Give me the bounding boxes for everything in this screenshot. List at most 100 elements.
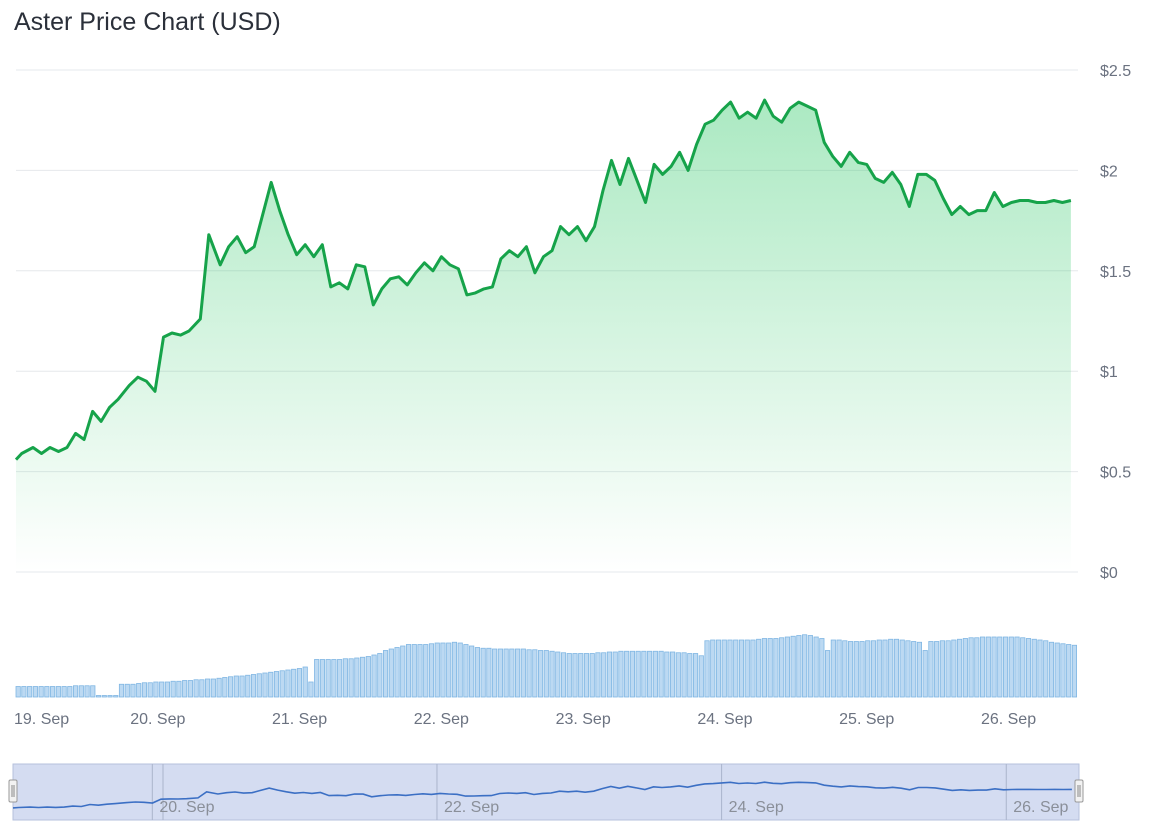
volume-bar: [216, 677, 222, 698]
volume-bar: [1014, 636, 1020, 698]
navigator-tick-label: 20. Sep: [159, 799, 214, 816]
volume-bar: [377, 653, 383, 698]
volume-bar: [939, 640, 945, 698]
volume-bar: [382, 650, 389, 698]
volume-bar: [784, 636, 790, 698]
volume-bar: [911, 641, 917, 698]
volume-bar: [44, 686, 50, 698]
volume-bar: [446, 642, 452, 698]
price-line-series[interactable]: [14, 98, 1072, 461]
volume-bar: [555, 651, 561, 698]
volume-bar: [325, 659, 331, 698]
volume-bar: [371, 654, 377, 698]
volume-bar: [876, 639, 882, 698]
volume-bar: [767, 638, 773, 698]
volume-bar: [664, 651, 670, 698]
volume-bar: [153, 681, 159, 698]
volume-bar: [90, 685, 96, 698]
volume-bar: [239, 675, 245, 698]
volume-bar: [457, 642, 463, 698]
volume-bar: [164, 681, 170, 698]
volume-bar: [934, 641, 940, 698]
volume-bar: [790, 635, 796, 698]
volume-bar: [1054, 642, 1060, 698]
y-tick-label: $1.5: [1100, 264, 1131, 281]
price-area: [16, 100, 1071, 572]
volume-bar: [1071, 644, 1078, 698]
volume-bar: [296, 668, 303, 698]
navigator-selection: [12, 763, 1080, 821]
range-navigator[interactable]: 20. Sep 22. Sep 24. Sep 26. Sep: [8, 763, 1084, 821]
volume-bar: [222, 677, 228, 698]
volume-bar: [319, 659, 325, 698]
volume-bar: [256, 673, 262, 698]
volume-bar: [245, 674, 251, 698]
volume-bar: [991, 636, 997, 698]
volume-bar: [578, 653, 584, 698]
y-axis: $0 $0.5 $1 $1.5 $2 $2.5: [1100, 63, 1131, 582]
x-tick-label: 20. Sep: [130, 711, 185, 728]
volume-bar: [440, 642, 446, 698]
volume-bar: [365, 656, 371, 698]
volume-bar: [859, 641, 865, 698]
volume-bar: [641, 650, 647, 698]
volume-bar: [733, 639, 739, 698]
x-tick-label: 21. Sep: [272, 711, 327, 728]
volume-bar: [474, 647, 480, 698]
volume-bar: [612, 651, 618, 698]
volume-bar: [61, 686, 67, 698]
volume-bar: [715, 639, 722, 698]
volume-bar: [314, 659, 320, 698]
volume-bar: [1020, 637, 1026, 698]
volume-bar: [721, 639, 727, 698]
volume-bar: [182, 680, 188, 698]
volume-bar: [331, 659, 337, 698]
volume-bar: [629, 650, 635, 698]
y-tick-label: $2.5: [1100, 63, 1131, 80]
volume-bar: [405, 644, 412, 698]
volume-bar: [250, 674, 257, 698]
volume-bar: [962, 638, 968, 698]
volume-bar: [670, 651, 676, 698]
volume-bar: [543, 650, 549, 698]
volume-bar: [589, 653, 595, 698]
volume-bar: [210, 678, 216, 698]
volume-bar: [738, 639, 745, 698]
y-tick-label: $1: [1100, 364, 1118, 381]
x-tick-label: 25. Sep: [839, 711, 894, 728]
volume-bar: [187, 680, 193, 698]
volume-bar: [147, 682, 153, 698]
volume-bar: [532, 649, 538, 698]
navigator-right-handle[interactable]: [1074, 779, 1084, 803]
volume-bar: [618, 650, 624, 698]
volume-bar: [1037, 639, 1043, 698]
volume-bar: [1060, 643, 1066, 698]
volume-bar: [291, 668, 297, 698]
y-tick-label: $2: [1100, 163, 1118, 180]
volume-bar: [796, 635, 802, 698]
volume-bar: [1066, 644, 1072, 698]
volume-bar: [342, 658, 348, 698]
volume-bar: [78, 685, 84, 698]
volume-bar: [572, 653, 578, 698]
volume-bar: [227, 676, 234, 698]
volume-bar: [130, 683, 136, 698]
volume-bar: [279, 670, 285, 698]
navigator-left-handle[interactable]: [8, 779, 18, 803]
volume-bar: [27, 686, 33, 698]
volume-bar: [761, 638, 768, 698]
volume-bar: [302, 666, 308, 698]
volume-bar: [566, 653, 572, 698]
volume-bar: [893, 638, 900, 698]
navigator-tick-label: 22. Sep: [444, 799, 499, 816]
volume-bar: [905, 640, 911, 698]
page-title: Aster Price Chart (USD): [14, 8, 281, 36]
volume-bar: [957, 638, 963, 698]
volume-bar: [417, 644, 423, 698]
x-tick-label: 22. Sep: [414, 711, 469, 728]
volume-bar: [388, 648, 394, 698]
volume-bar: [560, 652, 567, 698]
volume-bar: [922, 650, 928, 698]
x-tick-label: 24. Sep: [697, 711, 752, 728]
